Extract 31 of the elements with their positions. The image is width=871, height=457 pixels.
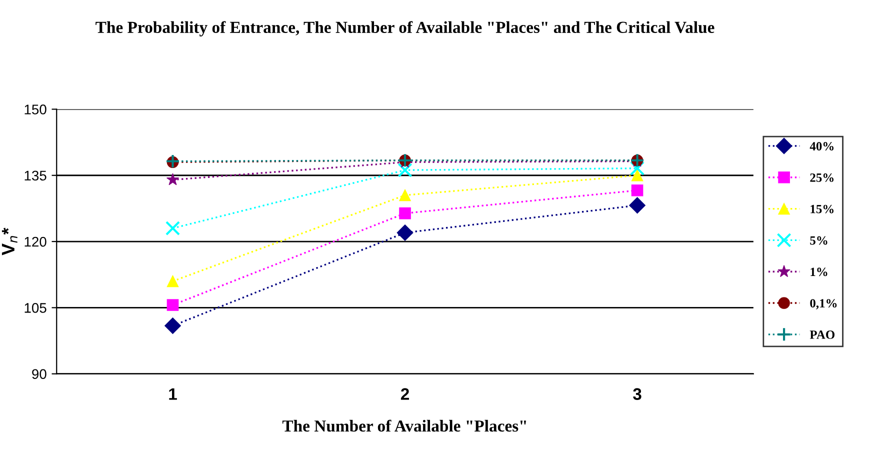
legend-label: 5% — [810, 236, 828, 245]
point — [631, 169, 644, 182]
point — [166, 173, 180, 186]
point — [166, 275, 179, 288]
legend-label: 1% — [810, 268, 828, 276]
point — [399, 207, 411, 220]
point — [629, 197, 646, 214]
x-tick-label: 3 — [633, 388, 642, 400]
point — [398, 162, 412, 178]
point — [396, 224, 414, 241]
x-tick-label: 1 — [169, 388, 177, 400]
legend-label: 25% — [810, 173, 834, 182]
x-axis-title: The Number of Available "Places" — [282, 420, 526, 432]
point — [164, 318, 181, 334]
legend-label: PAO — [810, 330, 835, 339]
legend-label: 15% — [810, 204, 834, 214]
x-tick-label: 2 — [400, 388, 409, 400]
point — [631, 184, 644, 196]
legend-label: 40% — [810, 142, 834, 150]
y-tick-label: 105 — [24, 303, 46, 313]
y-tick-label: 120 — [24, 236, 46, 247]
chart-title: The Probability of Entrance, The Number of Available "Places" and The Critical Value — [96, 21, 714, 36]
point — [165, 221, 180, 236]
y-tick-label: 150 — [24, 104, 46, 114]
point — [630, 161, 645, 176]
point — [399, 189, 411, 202]
y-tick-label: 135 — [24, 170, 46, 181]
y-axis-title: V$_{n}$* — [2, 228, 18, 256]
legend-label: 0,1% — [810, 299, 837, 310]
point — [166, 299, 179, 311]
y-tick-label: 90 — [32, 369, 46, 379]
